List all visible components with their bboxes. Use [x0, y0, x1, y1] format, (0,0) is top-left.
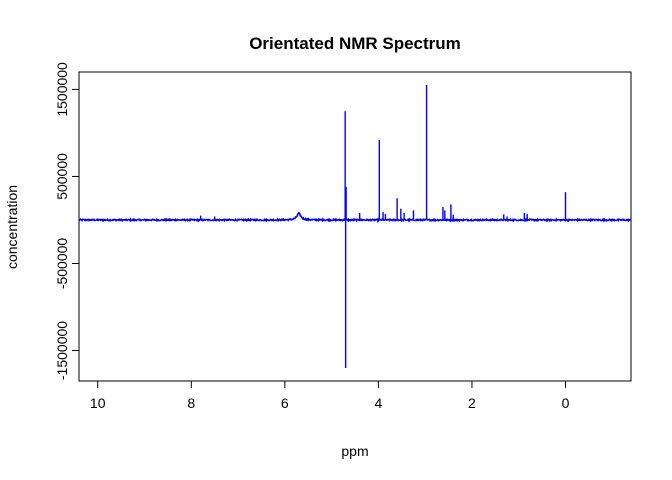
y-axis-label: concentration	[4, 185, 20, 269]
spectrum-baseline	[79, 211, 631, 223]
x-tick-label: 4	[374, 395, 382, 411]
spectrum-series	[79, 85, 631, 368]
x-tick-label: 8	[187, 395, 195, 411]
y-tick-label: -500000	[54, 238, 70, 290]
y-tick-label: 500000	[54, 153, 70, 200]
y-tick-label: 1500000	[54, 62, 70, 117]
x-axis-label: ppm	[341, 443, 368, 459]
y-tick-label: -1500000	[54, 321, 70, 380]
y-axis: -1500000 -500000 500000 1500000	[54, 62, 79, 380]
x-tick-label: 0	[562, 395, 570, 411]
x-axis: 10 8 6 4 2 0	[90, 381, 570, 411]
plot-area	[79, 85, 631, 368]
plot-frame	[78, 71, 632, 382]
chart-title: Orientated NMR Spectrum	[249, 34, 461, 53]
x-tick-label: 6	[281, 395, 289, 411]
x-tick-label: 2	[468, 395, 476, 411]
x-tick-label: 10	[90, 395, 106, 411]
